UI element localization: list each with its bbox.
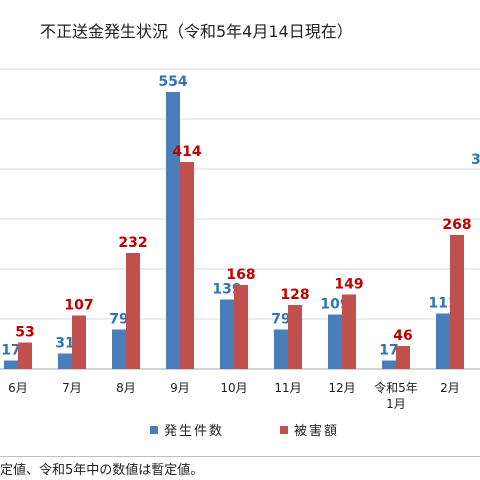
bar-damage — [342, 294, 356, 369]
category-label: 8月 — [116, 381, 136, 395]
data-label: 3 — [471, 152, 480, 168]
category-label: 1月 — [386, 397, 406, 411]
bar-damage — [126, 253, 140, 369]
category-label: 12月 — [328, 381, 355, 395]
category-label: 10月 — [220, 381, 247, 395]
bar-chart: 17536月311077月792328月5544149月13916810月791… — [0, 68, 480, 439]
data-label: 232 — [118, 235, 147, 251]
chart-frame: 不正送金発生状況（令和5年4月14日現在） 17 53 6月 31 107 7月 79 232… — [0, 22, 480, 457]
bar-count — [382, 360, 396, 369]
data-label: 17 — [379, 343, 398, 359]
category-label: 2月 — [440, 381, 460, 395]
data-label: 79 — [271, 312, 290, 328]
data-label: 107 — [64, 298, 93, 314]
data-label: 46 — [393, 328, 412, 344]
bar-damage — [288, 305, 302, 369]
bar-damage — [180, 162, 194, 369]
legend-label: 発生件数 — [164, 424, 224, 439]
data-label: 31 — [55, 336, 74, 352]
bar-count — [220, 299, 234, 369]
bar-damage — [234, 285, 248, 369]
bar-count — [328, 314, 342, 369]
footnote: 定値、令和5年中の数値は暫定値。 — [0, 463, 204, 478]
bar-count — [58, 353, 72, 369]
legend-swatch — [280, 426, 288, 434]
data-label: 128 — [280, 287, 309, 303]
chart-title: 不正送金発生状況（令和5年4月14日現在） — [40, 22, 353, 41]
data-label: 414 — [172, 144, 201, 160]
bar-count — [274, 329, 288, 369]
data-label: 149 — [334, 277, 363, 293]
bar-count — [166, 92, 180, 369]
data-label: 79 — [109, 312, 128, 328]
bar-damage — [450, 235, 464, 369]
data-label: 268 — [442, 217, 471, 233]
bar-damage — [396, 346, 410, 369]
data-label: 168 — [226, 267, 255, 283]
bar-damage — [18, 342, 32, 369]
bar-damage — [72, 315, 86, 369]
category-label: 令和5年 — [374, 380, 418, 395]
legend-label: 被害額 — [294, 423, 339, 439]
category-label: 7月 — [62, 381, 82, 395]
bar-count — [436, 313, 450, 369]
data-label: 554 — [158, 74, 187, 90]
bar-count — [4, 360, 18, 369]
legend-swatch — [150, 426, 158, 434]
category-label: 9月 — [170, 381, 190, 395]
category-label: 6月 — [8, 381, 28, 395]
category-label: 11月 — [274, 381, 301, 395]
bar-count — [112, 329, 126, 369]
data-label: 17 — [1, 343, 20, 359]
data-label: 53 — [15, 325, 34, 341]
